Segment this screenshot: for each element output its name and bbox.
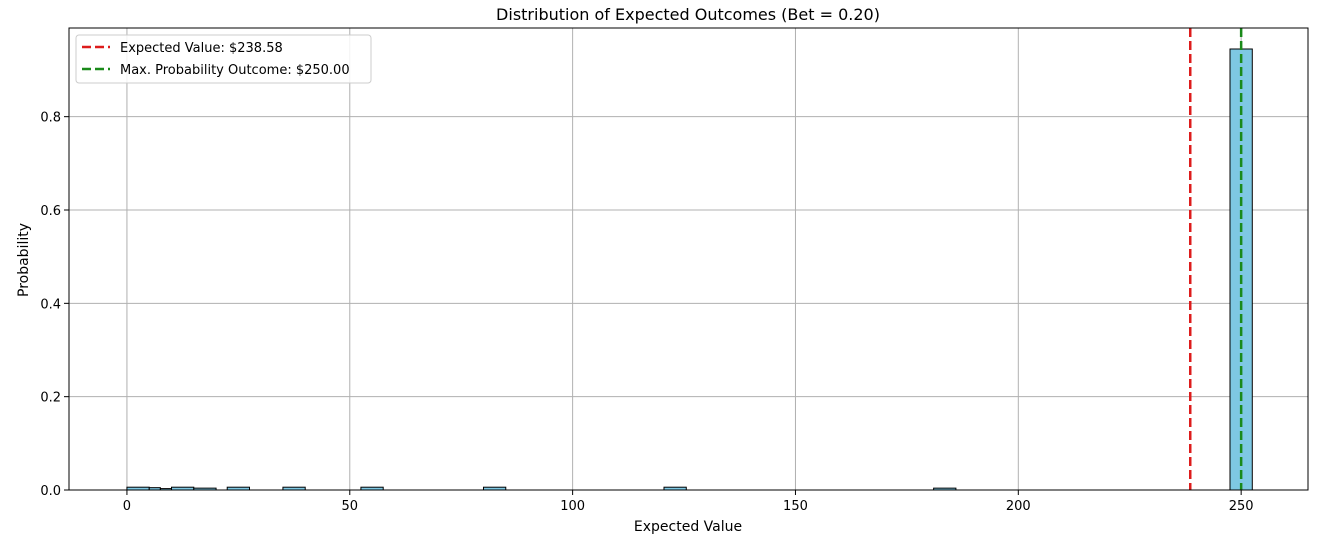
axis-ticks: 0 50 100 150 200 250 0.0 0.2 0.4 0.6 0.8 (40, 111, 1253, 514)
x-tick-label: 100 (560, 499, 585, 514)
y-tick-label: 0.8 (40, 111, 61, 126)
y-tick-label: 0.2 (40, 391, 61, 406)
y-tick-label: 0.6 (40, 204, 61, 219)
y-tick-label: 0.0 (40, 484, 61, 499)
histogram-bars (126, 48, 1253, 491)
legend: Expected Value: $238.58 Max. Probability … (75, 34, 372, 84)
x-axis-label: Expected Value (634, 519, 742, 535)
reference-lines (1189, 28, 1243, 490)
y-axis-label: Probability (16, 223, 32, 297)
chart-title: Distribution of Expected Outcomes (Bet =… (496, 5, 880, 24)
legend-box (75, 34, 372, 84)
x-tick-label: 150 (783, 499, 808, 514)
x-tick-label: 50 (342, 499, 359, 514)
x-tick-label: 0 (123, 499, 131, 514)
x-tick-label: 250 (1229, 499, 1254, 514)
plot-frame (68, 27, 1309, 491)
y-tick-label: 0.4 (40, 297, 61, 312)
x-tick-label: 200 (1006, 499, 1031, 514)
legend-label: Max. Probability Outcome: $250.00 (120, 63, 350, 78)
legend-label: Expected Value: $238.58 (120, 41, 283, 56)
grid-lines (69, 28, 1308, 491)
